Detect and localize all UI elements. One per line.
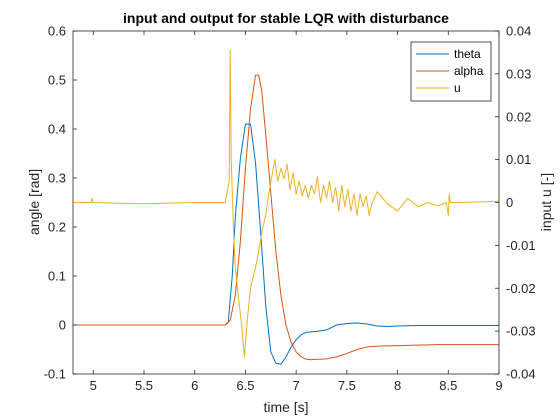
x-tick-label: 5.5	[135, 378, 153, 393]
legend: theta alpha u	[410, 41, 492, 102]
x-tick-label: 6.5	[236, 378, 254, 393]
y-tick-label-right: -0.01	[506, 238, 536, 253]
y-tick-label-right: -0.02	[506, 281, 536, 296]
chart-title: input and output for stable LQR with dis…	[123, 10, 449, 26]
y-tick-label-right: 0.04	[506, 24, 531, 39]
y-tick-label-left: -0.1	[44, 367, 66, 382]
y-axis-label-right: input u [-]	[538, 173, 554, 231]
x-axis-label: time [s]	[263, 399, 308, 415]
x-tick-label: 9	[495, 378, 502, 393]
legend-label-theta: theta	[454, 47, 481, 61]
x-tick-label: 7.5	[338, 378, 356, 393]
series-line-alpha	[73, 74, 499, 361]
y-tick-label-left: 0.1	[48, 269, 66, 284]
y-tick-label-right: 0.01	[506, 152, 531, 167]
y-tick-label-right: -0.04	[506, 367, 536, 382]
y-tick-label-left: 0.4	[48, 122, 66, 137]
series-line-u	[73, 49, 500, 358]
legend-label-u: u	[454, 81, 461, 95]
y-tick-label-right: -0.03	[506, 324, 536, 339]
legend-label-alpha: alpha	[454, 64, 484, 78]
y-tick-label-right: 0	[506, 195, 513, 210]
series-layer	[73, 49, 500, 365]
y-tick-label-left: 0	[59, 318, 66, 333]
x-tick-label: 8	[394, 378, 401, 393]
x-tick-label: 5	[90, 378, 97, 393]
y-tick-label-left: 0.5	[48, 73, 66, 88]
y-tick-label-left: 0.6	[48, 24, 66, 39]
y-tick-label-left: 0.2	[48, 220, 66, 235]
x-tick-label: 7	[293, 378, 300, 393]
series-line-theta	[73, 123, 499, 365]
x-tick-label: 8.5	[439, 378, 457, 393]
x-tick-label: 6	[191, 378, 198, 393]
y-tick-label-right: 0.02	[506, 109, 531, 124]
axes-layer: 5 5.5 6 6.5 7 7.5 8 8.5 9 -0.1 0 0.1 0.2 0.3 0.4 0.5 0.6…	[44, 24, 536, 394]
y-tick-label-left: 0.3	[48, 171, 66, 186]
y-tick-label-right: 0.03	[506, 66, 531, 81]
y-axis-label-left: angle [rad]	[26, 169, 42, 235]
